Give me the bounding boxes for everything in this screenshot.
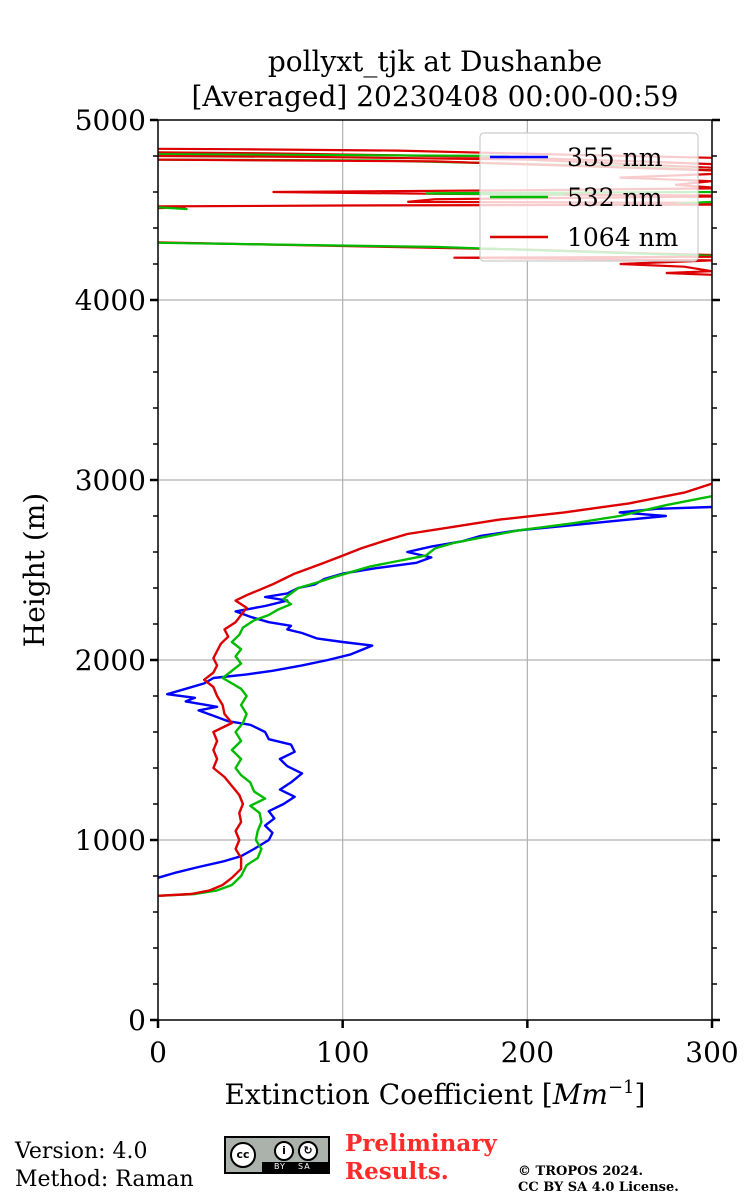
x-axis-label-main: Extinction Coefficient [ xyxy=(225,1078,553,1111)
method-text: Method: Raman xyxy=(15,1167,194,1192)
upper-band-line-532-nm xyxy=(158,153,509,158)
upper-band-line-532-nm xyxy=(158,206,188,211)
y-tick-label: 3000 xyxy=(75,464,146,497)
x-axis-label-exponent: −1 xyxy=(608,1077,635,1098)
by-person-icon: i xyxy=(274,1141,294,1161)
x-axis-label-close: ] xyxy=(635,1078,646,1111)
series-line-532-nm xyxy=(158,495,712,897)
x-tick-label: 100 xyxy=(316,1036,369,1069)
copyright-notice: © TROPOS 2024. CC BY SA 4.0 License. xyxy=(518,1164,679,1196)
chart-title: pollyxt_tjk at Dushanbe xyxy=(268,45,602,78)
copyright-line1: © TROPOS 2024. xyxy=(518,1164,644,1179)
cc-icon: cc xyxy=(230,1142,256,1168)
legend: 355 nm 532 nm 1064 nm xyxy=(479,132,699,262)
legend-entry-label: 1064 nm xyxy=(567,223,679,252)
grid-lines xyxy=(158,120,712,1020)
series-line-1064-nm xyxy=(158,482,712,897)
x-tick-label: 200 xyxy=(501,1036,554,1069)
x-tick-label: 300 xyxy=(685,1036,738,1069)
cc-license-icon: cc i ↻ BY SA xyxy=(224,1136,330,1174)
cc-by-label: BY xyxy=(274,1162,286,1171)
y-tick-label: 5000 xyxy=(75,104,146,137)
sa-share-icon: ↻ xyxy=(298,1141,318,1161)
cc-badge-strip: BY SA xyxy=(262,1162,328,1172)
copyright-line2: CC BY SA 4.0 License. xyxy=(518,1180,679,1195)
y-axis-label: Height (m) xyxy=(18,493,51,647)
legend-entry-label: 355 nm xyxy=(567,143,663,172)
x-tick-label: 0 xyxy=(149,1036,167,1069)
y-tick-label: 4000 xyxy=(75,284,146,317)
plot-frame xyxy=(157,119,713,1021)
cc-sa-label: SA xyxy=(298,1162,311,1171)
x-axis-label: Extinction Coefficient [Mm−1] xyxy=(225,1077,646,1111)
y-tick-label: 0 xyxy=(128,1004,146,1037)
y-tick-label: 1000 xyxy=(75,824,146,857)
chart-subtitle: [Averaged] 20230408 00:00-00:59 xyxy=(192,80,679,113)
y-tick-label: 2000 xyxy=(75,644,146,677)
series-line-355-nm xyxy=(158,505,712,879)
preliminary-notice: Preliminary Results. xyxy=(345,1130,497,1186)
footer-info: Version: 4.0 Method: Raman xyxy=(15,1138,194,1194)
legend-box xyxy=(479,132,699,262)
x-axis-label-unit: Mm xyxy=(552,1078,608,1111)
legend-entry-label: 532 nm xyxy=(567,183,663,212)
preliminary-line2: Results. xyxy=(345,1158,449,1185)
version-text: Version: 4.0 xyxy=(15,1139,148,1164)
preliminary-line1: Preliminary xyxy=(345,1130,497,1157)
